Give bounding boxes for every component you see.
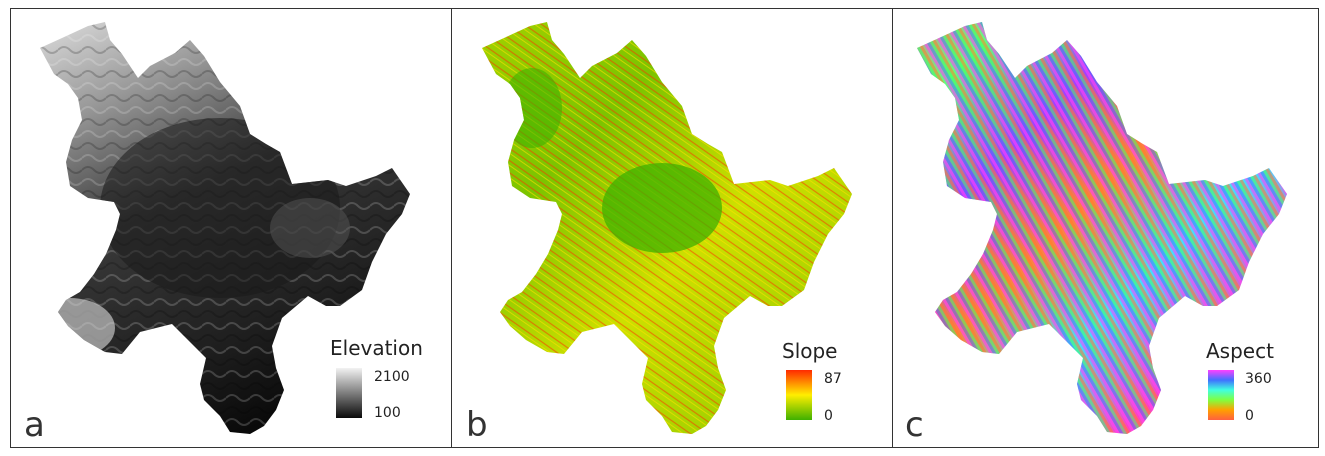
- figure-frame: [10, 8, 1319, 448]
- panel-elevation: a Elevation 2100 100: [10, 8, 451, 448]
- panel-aspect: c Aspect 360 0: [893, 8, 1319, 448]
- panel-divider-1: [451, 8, 452, 448]
- legend-max-aspect: 360: [1245, 371, 1272, 387]
- panel-divider-2: [892, 8, 893, 448]
- legend-title-aspect: Aspect: [1206, 339, 1274, 363]
- panel-letter-a: a: [24, 405, 45, 445]
- aspect-map: [917, 22, 1287, 434]
- legend-title-slope: Slope: [782, 339, 838, 363]
- panel-letter-c: c: [905, 405, 924, 445]
- legend-title-elevation: Elevation: [330, 336, 423, 360]
- slope-map: [482, 22, 852, 434]
- legend-colorbar-aspect: [1208, 370, 1234, 420]
- legend-min-elevation: 100: [374, 405, 401, 421]
- legend-min-aspect: 0: [1245, 408, 1254, 424]
- legend-max-elevation: 2100: [374, 369, 410, 385]
- elevation-map: [40, 22, 410, 434]
- legend-max-slope: 87: [824, 371, 842, 387]
- panel-slope: b Slope 87 0: [452, 8, 892, 448]
- legend-colorbar-elevation: [336, 368, 362, 418]
- legend-min-slope: 0: [824, 408, 833, 424]
- legend-colorbar-slope: [786, 370, 812, 420]
- panel-letter-b: b: [466, 405, 488, 445]
